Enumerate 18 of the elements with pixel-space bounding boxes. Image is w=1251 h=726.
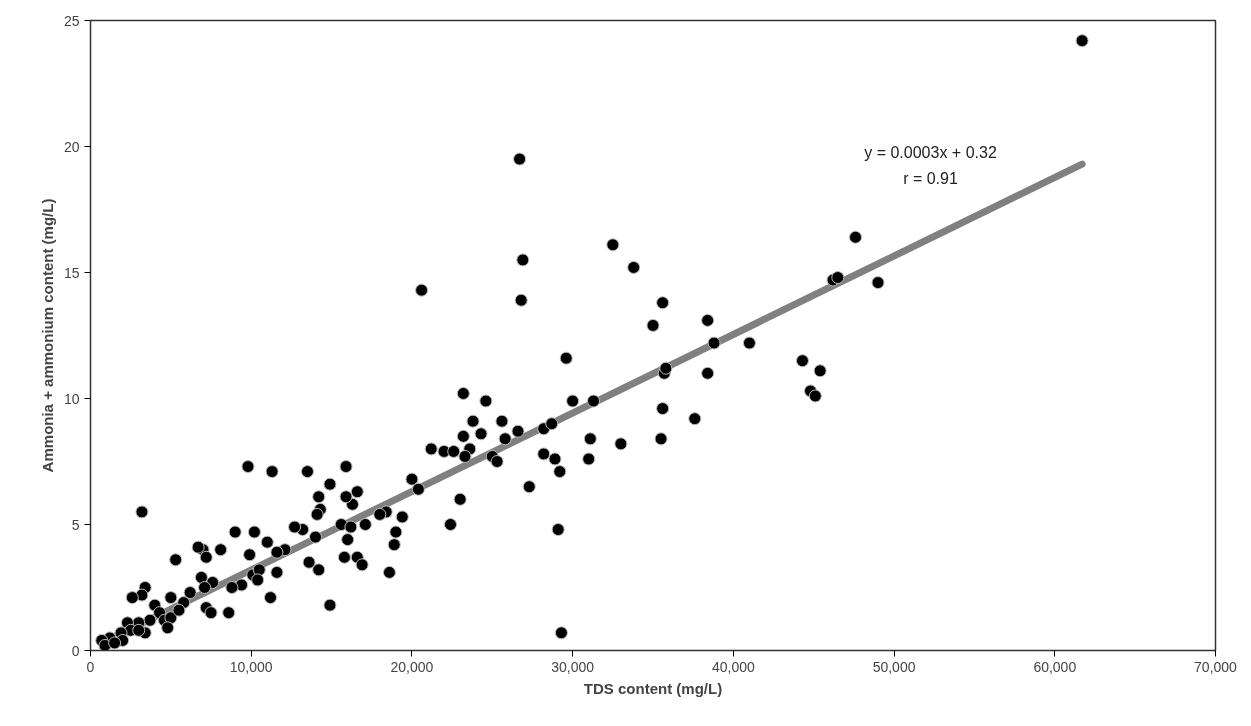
y-tick-label: 20 [63, 138, 80, 155]
x-axis-title: TDS content (mg/L) [583, 679, 723, 697]
x-tick-label: 30,000 [551, 658, 595, 675]
y-tick-label: 10 [63, 390, 80, 407]
x-tick-label: 70,000 [1194, 658, 1238, 675]
y-tick-label: 5 [71, 516, 80, 533]
annotation: r = 0.91 [903, 169, 958, 187]
x-tick-label: 20,000 [390, 658, 434, 675]
x-tick-label: 0 [86, 658, 95, 675]
y-axis-title: Ammonia + ammonium content (mg/L) [38, 198, 56, 473]
x-tick-label: 40,000 [711, 658, 755, 675]
x-tick-label: 60,000 [1033, 658, 1077, 675]
y-tick-label: 15 [63, 264, 80, 281]
y-tick-label: 25 [63, 12, 80, 29]
x-tick-label: 10,000 [229, 658, 273, 675]
y-tick-label: 0 [71, 642, 80, 659]
annotation: y = 0.0003x + 0.32 [864, 143, 997, 161]
x-tick-label: 50,000 [872, 658, 916, 675]
